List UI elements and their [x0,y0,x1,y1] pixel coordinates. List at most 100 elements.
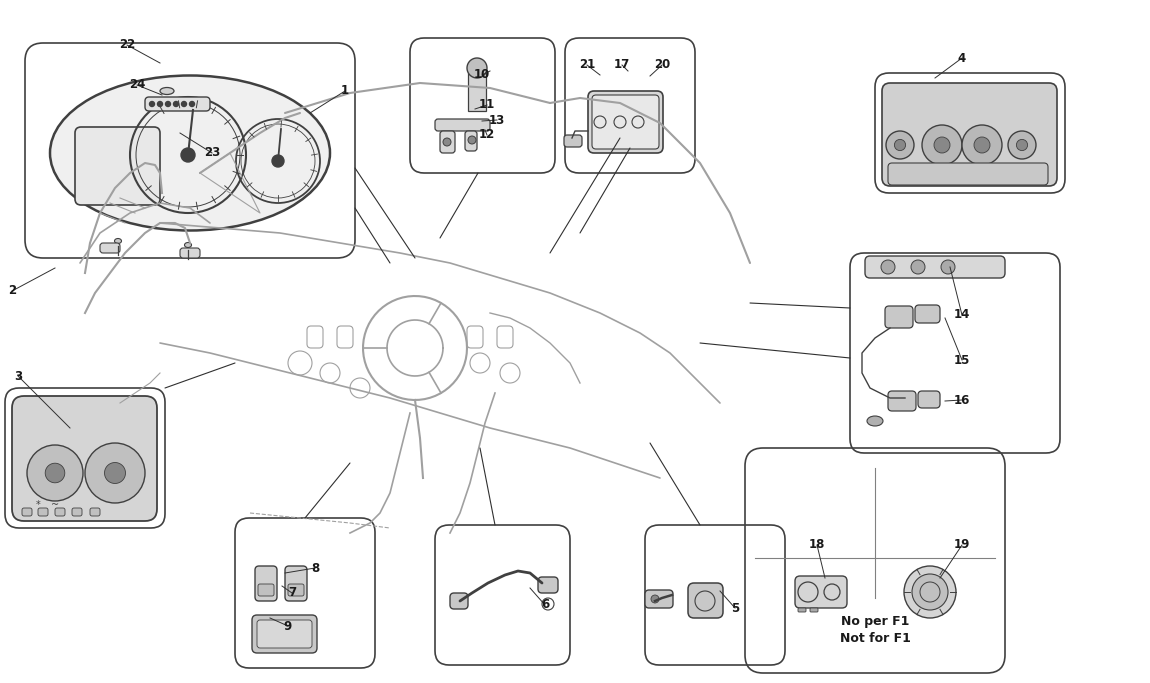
Circle shape [895,139,905,150]
FancyBboxPatch shape [255,566,277,601]
Text: 11: 11 [478,98,496,111]
Circle shape [886,131,914,159]
FancyBboxPatch shape [888,163,1048,185]
Circle shape [26,445,83,501]
FancyBboxPatch shape [798,608,806,612]
FancyBboxPatch shape [588,91,664,153]
FancyBboxPatch shape [918,391,940,408]
Circle shape [174,102,178,107]
FancyBboxPatch shape [258,584,274,596]
Circle shape [904,566,956,618]
Text: 2: 2 [8,285,16,298]
Text: 15: 15 [953,354,971,367]
FancyBboxPatch shape [645,590,673,608]
Text: 13: 13 [489,113,505,126]
Circle shape [443,138,451,146]
FancyBboxPatch shape [882,83,1057,186]
Circle shape [150,102,154,107]
Text: 5: 5 [731,602,739,615]
FancyBboxPatch shape [55,508,66,516]
FancyBboxPatch shape [75,127,160,205]
Ellipse shape [160,87,174,94]
Text: 20: 20 [654,59,670,72]
FancyBboxPatch shape [688,583,723,618]
Text: 9: 9 [284,619,292,632]
Text: 3: 3 [14,370,22,382]
Text: 1: 1 [340,85,350,98]
Circle shape [881,260,895,274]
Text: 10: 10 [474,68,490,81]
Text: 6: 6 [540,598,550,611]
FancyBboxPatch shape [22,508,32,516]
Circle shape [45,463,64,483]
FancyBboxPatch shape [888,391,917,411]
Circle shape [273,155,284,167]
Text: 19: 19 [953,538,971,551]
Circle shape [1017,139,1028,150]
Circle shape [912,574,948,610]
FancyBboxPatch shape [886,306,913,328]
Circle shape [467,58,486,78]
FancyBboxPatch shape [100,243,120,253]
FancyBboxPatch shape [450,593,468,609]
Text: 7: 7 [288,587,296,600]
Text: 12: 12 [478,128,496,141]
Text: 4: 4 [958,51,966,64]
Circle shape [105,462,125,484]
Text: *: * [36,500,40,510]
Text: 21: 21 [578,59,596,72]
Text: 18: 18 [808,538,826,551]
FancyBboxPatch shape [865,256,1005,278]
Circle shape [963,125,1002,165]
Text: 16: 16 [953,393,971,406]
Circle shape [468,136,476,144]
FancyBboxPatch shape [181,248,200,258]
Text: Not for F1: Not for F1 [840,632,911,645]
FancyBboxPatch shape [440,131,455,153]
Circle shape [941,260,954,274]
FancyBboxPatch shape [90,508,100,516]
FancyBboxPatch shape [810,608,818,612]
Text: 24: 24 [129,79,145,92]
Circle shape [158,102,162,107]
FancyBboxPatch shape [435,119,490,131]
FancyBboxPatch shape [252,615,317,653]
Text: ~: ~ [51,500,59,510]
Ellipse shape [184,242,192,247]
FancyBboxPatch shape [465,131,477,151]
Circle shape [85,443,145,503]
Text: 14: 14 [953,309,971,322]
FancyBboxPatch shape [285,566,307,601]
Text: 8: 8 [310,561,320,574]
Circle shape [934,137,950,153]
Ellipse shape [115,238,122,244]
Circle shape [974,137,990,153]
FancyBboxPatch shape [38,508,48,516]
Circle shape [911,260,925,274]
Circle shape [166,102,170,107]
Text: 23: 23 [204,146,220,160]
Text: 17: 17 [614,59,630,72]
Ellipse shape [49,76,330,230]
Circle shape [922,125,963,165]
FancyBboxPatch shape [915,305,940,323]
FancyBboxPatch shape [795,576,848,608]
FancyBboxPatch shape [145,97,210,111]
Circle shape [182,102,186,107]
Ellipse shape [867,416,883,426]
FancyBboxPatch shape [564,135,582,147]
Circle shape [651,595,659,603]
Circle shape [181,148,196,162]
FancyBboxPatch shape [72,508,82,516]
Bar [468,73,486,111]
Circle shape [190,102,194,107]
Ellipse shape [288,159,322,177]
Text: No per F1: No per F1 [841,615,910,628]
FancyBboxPatch shape [538,577,558,593]
Circle shape [1009,131,1036,159]
FancyBboxPatch shape [12,396,158,521]
FancyBboxPatch shape [592,95,659,149]
FancyBboxPatch shape [288,584,304,596]
Text: 22: 22 [118,38,136,51]
FancyBboxPatch shape [256,620,312,648]
